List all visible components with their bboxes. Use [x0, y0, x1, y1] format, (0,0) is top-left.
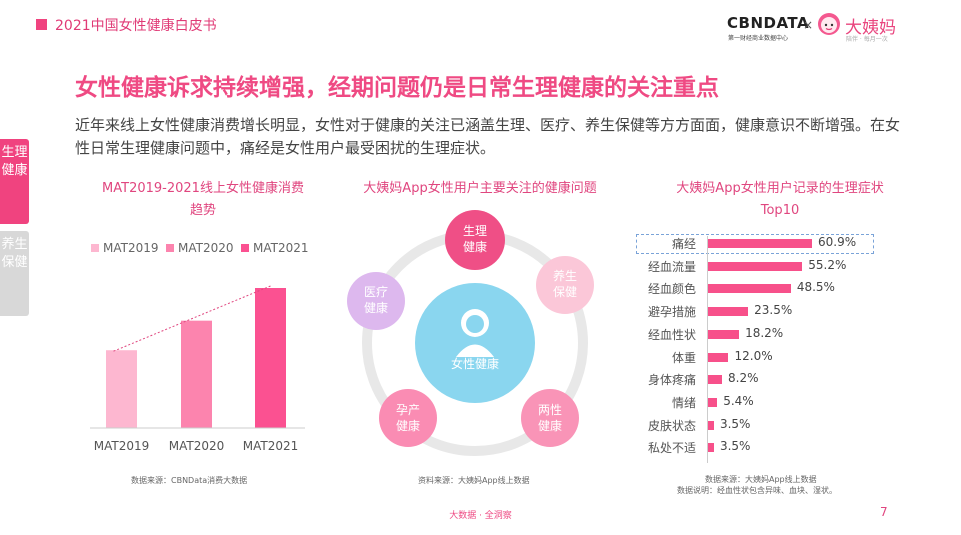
node-wellness: 养生 保健 — [536, 256, 594, 314]
symptom-bar — [708, 397, 718, 407]
legend-item-mat2021: MAT2021 — [241, 241, 309, 255]
node-label: 养生 — [553, 268, 577, 283]
legend-label: MAT2021 — [253, 241, 309, 255]
node-label: 健康 — [364, 300, 388, 315]
node-maternity: 孕产 健康 — [379, 389, 437, 447]
female-user-icon — [456, 309, 494, 357]
tab-wellness[interactable]: 养生保健 — [0, 231, 29, 316]
category-label: 经血颜色 — [647, 282, 696, 297]
highlight-selection-box — [636, 234, 874, 254]
category-label: 情绪 — [671, 395, 696, 410]
value-label: 23.5% — [754, 303, 793, 318]
legend-label: MAT2019 — [103, 241, 159, 255]
page-title: 女性健康诉求持续增强，经期问题仍是日常生理健康的关注重点 — [75, 75, 719, 101]
symptom-bar — [708, 307, 749, 317]
node-label: 医疗 — [364, 285, 388, 299]
category-label: 避孕措施 — [647, 305, 696, 320]
value-label: 12.0% — [734, 348, 773, 363]
health-concerns-diagram: 女性健康 生理 健康 养生 保健 两性 健康 孕产 健康 医疗 健康 — [347, 210, 594, 456]
footer-tagline: 大数据 · 全洞察 — [449, 511, 512, 521]
bar-mat2019 — [106, 350, 137, 428]
symptom-bar — [708, 420, 714, 430]
node-sexual-health: 两性 健康 — [521, 389, 579, 447]
node-medical: 医疗 健康 — [347, 272, 405, 330]
x-tick-label: MAT2021 — [243, 439, 299, 453]
value-label: 5.4% — [723, 393, 754, 408]
category-label: 痛经 — [671, 237, 696, 251]
category-label: 私处不适 — [647, 441, 696, 456]
value-label: 60.9% — [818, 235, 857, 249]
report-title: 2021中国女性健康白皮书 — [55, 18, 217, 34]
chart3-title: 大姨妈App女性用户记录的生理症状Top10 — [676, 181, 884, 218]
value-label: 18.2% — [745, 325, 784, 340]
chart1-title: MAT2019-2021线上女性健康消费趋势 — [102, 181, 304, 218]
diagram-source: 资料来源：大姨妈App线上数据 — [418, 476, 530, 485]
category-label: 身体疼痛 — [647, 373, 696, 388]
chart1-source: 数据来源：CBNData消费大数据 — [131, 476, 248, 485]
header-marker — [36, 19, 47, 30]
symptom-bar — [708, 239, 812, 248]
symptom-bar — [708, 443, 714, 453]
node-label: 生理 — [463, 224, 487, 238]
symptom-bar — [708, 352, 729, 362]
value-label: 8.2% — [728, 371, 759, 386]
node-label: 健康 — [538, 418, 562, 433]
chart3-source: 数据来源：大姨妈App线上数据 — [705, 475, 817, 484]
dayima-logo-icon — [818, 13, 840, 35]
intro-paragraph: 近年来线上女性健康消费增长明显，女性对于健康的关注已涵盖生理、医疗、养生保健等方… — [75, 116, 901, 157]
node-label: 保健 — [553, 285, 577, 299]
chart3-note: 数据说明：经血性状包含异味、血块、湿状。 — [677, 486, 837, 495]
x-tick-label: MAT2019 — [94, 439, 150, 453]
symptom-bar — [708, 284, 791, 294]
value-label: 3.5% — [719, 439, 751, 454]
x-tick-label: MAT2020 — [169, 439, 225, 453]
legend-swatch — [91, 244, 99, 252]
category-label: 经血性状 — [647, 327, 696, 342]
y-axis — [707, 236, 708, 463]
cbndata-logo: CBNDATA — [727, 14, 810, 32]
symptom-bar — [708, 261, 803, 271]
trend-line — [113, 285, 271, 352]
tab-physiological-health[interactable]: 生理健康 — [0, 139, 29, 224]
category-label: 皮肤状态 — [647, 418, 696, 433]
symptoms-top10-chart: 痛经 60.9% 经血流量 55.2% 经血颜色 48.5% 避孕措施 23.5% 经血性状 18… — [630, 235, 890, 463]
node-physiological: 生理 健康 — [445, 210, 505, 270]
symptom-bar — [708, 329, 740, 339]
diagram-title: 大姨妈App女性用户主要关注的健康问题 — [363, 181, 597, 196]
dayima-brand-name: 大姨妈 — [845, 18, 896, 38]
legend-item-mat2019: MAT2019 — [91, 241, 159, 255]
node-label: 健康 — [463, 239, 487, 254]
value-label: 55.2% — [808, 257, 847, 272]
page-number: 7 — [880, 505, 888, 519]
node-label: 孕产 — [396, 403, 420, 417]
category-label: 经血流量 — [647, 259, 696, 274]
value-label: 48.5% — [796, 280, 835, 295]
category-label: 体重 — [671, 350, 696, 365]
center-circle — [415, 283, 535, 403]
bar-mat2020 — [181, 320, 212, 428]
center-label: 女性健康 — [451, 356, 499, 371]
node-label: 两性 — [538, 403, 562, 417]
node-label: 健康 — [396, 418, 420, 433]
symptom-bar — [708, 375, 722, 385]
legend-swatch — [166, 244, 174, 252]
value-label: 3.5% — [719, 416, 751, 431]
dayima-tagline: 陪伴 · 每月一次 — [846, 36, 888, 43]
brand-separator: × — [803, 18, 814, 32]
legend-item-mat2020: MAT2020 — [166, 241, 234, 255]
bar-mat2021 — [255, 288, 286, 428]
consumption-trend-chart: MAT2019 MAT2020 MAT2021 — [90, 285, 305, 453]
legend-label: MAT2020 — [178, 241, 234, 255]
legend-swatch — [241, 244, 249, 252]
cbndata-tagline: 第一财经商业数据中心 — [728, 35, 789, 42]
